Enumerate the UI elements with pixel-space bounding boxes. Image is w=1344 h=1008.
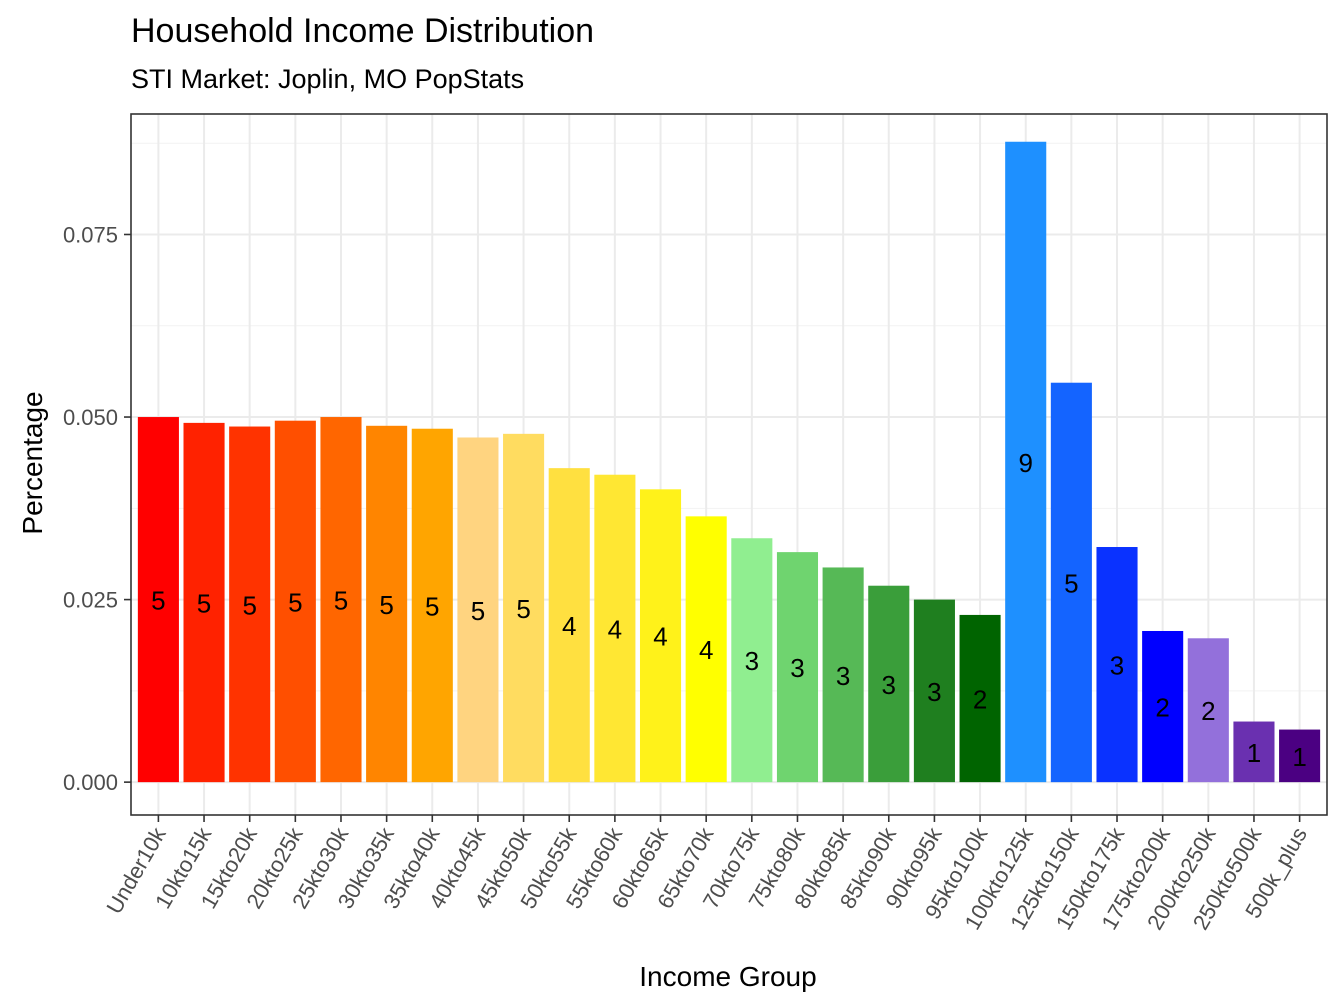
bar-70kto75k (731, 538, 773, 783)
bar-label: 5 (425, 591, 439, 621)
bar-label: 5 (471, 596, 485, 626)
bar-label: 9 (1018, 448, 1032, 478)
bar-60kto65k (639, 489, 682, 783)
y-tick-label: 0.000 (63, 770, 118, 795)
bar-label: 1 (1292, 742, 1306, 772)
bar-label: 5 (516, 594, 530, 624)
bar-label: 3 (745, 646, 759, 676)
bar-150kto175k (1096, 547, 1138, 783)
bar-Under10k (137, 417, 179, 783)
bar-label: 5 (334, 586, 348, 616)
bar-200kto250k (1187, 638, 1229, 783)
bar-40kto45k (457, 437, 499, 783)
bar-label: 5 (1064, 568, 1078, 598)
x-axis: Under10k10kto15k15kto20k20kto25k25kto30k… (101, 815, 1312, 934)
bar-80kto85k (822, 567, 864, 783)
plot-panel-border (130, 113, 1328, 816)
bar-label: 4 (608, 614, 622, 644)
y-axis: 0.000 0.025 0.050 0.075 (63, 222, 131, 795)
y-tick-label: 0.025 (63, 588, 118, 613)
bar-25kto30k (320, 417, 362, 783)
bar-30kto35k (366, 425, 408, 783)
bar-50kto55k (548, 468, 590, 783)
bar-90kto95k (913, 599, 955, 783)
bar-label: 4 (653, 622, 667, 652)
bar-20kto25k (274, 420, 316, 783)
bar-250kto500k (1233, 721, 1275, 783)
bar-labels-group: 5 5 5 5 5 5 5 5 5 4 4 4 4 3 3 3 3 3 2 9 5 3 2 2 1 1 (151, 448, 1307, 772)
y-tick-label: 0.050 (63, 405, 118, 430)
bar-label: 3 (927, 677, 941, 707)
bar-label: 3 (836, 661, 850, 691)
bar-label: 3 (790, 653, 804, 683)
bar-35kto40k (411, 428, 453, 783)
bar-15kto20k (229, 426, 271, 783)
y-tick-label: 0.075 (63, 222, 118, 247)
bar-125kto150k (1050, 382, 1092, 783)
chart-title: Household Income Distribution (131, 12, 595, 50)
bar-45kto50k (503, 433, 545, 783)
bar-label: 1 (1247, 738, 1261, 768)
bars-group (137, 141, 1321, 783)
chart-subtitle: STI Market: Joplin, MO PopStats (131, 64, 525, 94)
bar-100kto125k (1005, 141, 1047, 783)
bar-label: 4 (699, 635, 713, 665)
bar-85kto90k (868, 585, 910, 783)
bar-75kto80k (776, 552, 819, 783)
y-axis-label: Percentage (17, 391, 48, 534)
bar-10kto15k (183, 422, 225, 783)
bar-label: 2 (1155, 693, 1169, 723)
bar-175kto200k (1142, 630, 1184, 783)
bar-65kto70k (685, 516, 727, 783)
bar-55kto60k (594, 474, 636, 783)
bar-label: 5 (288, 587, 302, 617)
bar-label: 5 (151, 586, 165, 616)
bar-95kto100k (959, 614, 1001, 783)
bar-label: 2 (1201, 696, 1215, 726)
x-axis-label: Income Group (639, 961, 816, 992)
bar-label: 5 (197, 589, 211, 619)
bar-label: 3 (1110, 651, 1124, 681)
bar-label: 3 (882, 670, 896, 700)
bar-label: 5 (242, 590, 256, 620)
bar-label: 4 (562, 611, 576, 641)
bar-label: 2 (973, 685, 987, 715)
bar-500k_plus (1279, 729, 1321, 783)
bar-label: 5 (379, 590, 393, 620)
